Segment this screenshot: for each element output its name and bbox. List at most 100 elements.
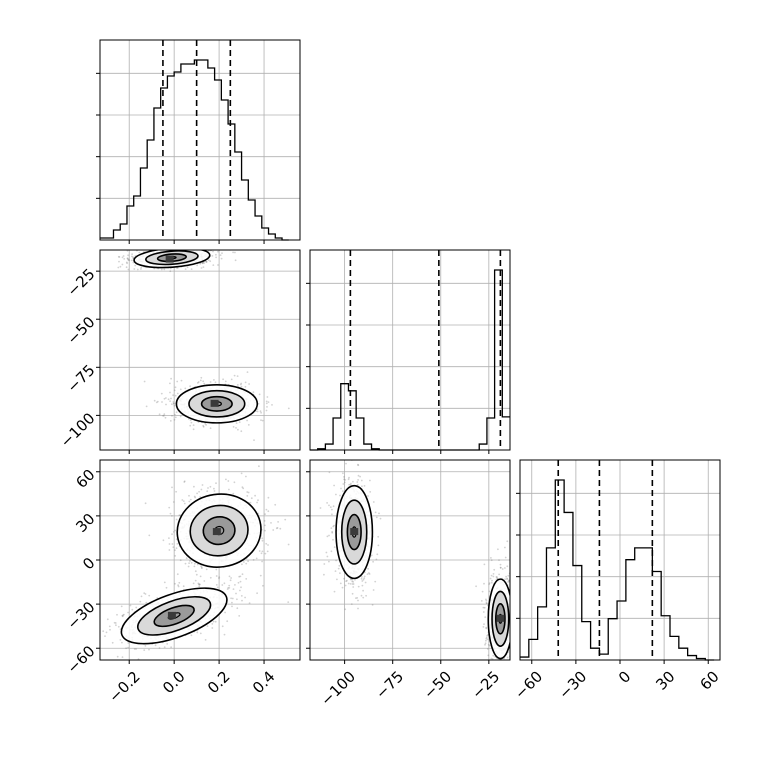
x-tick-label-p2: −75 xyxy=(372,668,407,703)
sample-point xyxy=(211,255,214,257)
sample-point xyxy=(511,648,513,650)
sample-point xyxy=(245,475,247,478)
sample-point xyxy=(215,568,218,571)
histogram-panel-p2 xyxy=(306,249,511,454)
sample-point xyxy=(362,589,364,592)
sample-point xyxy=(236,607,239,610)
sample-point xyxy=(195,573,198,576)
histogram-bar xyxy=(255,216,262,240)
sample-point xyxy=(331,508,333,511)
sample-point xyxy=(174,394,177,397)
density-peak xyxy=(496,614,505,622)
y-tick-label-p3: −60 xyxy=(63,642,98,677)
sample-point xyxy=(163,581,166,584)
sample-point xyxy=(513,612,515,614)
sample-point xyxy=(172,402,175,405)
sample-point xyxy=(243,561,245,563)
sample-point xyxy=(517,572,519,574)
sample-point xyxy=(491,658,494,660)
sample-point xyxy=(192,582,195,585)
sample-point xyxy=(209,381,212,383)
sample-point xyxy=(145,405,148,408)
sample-point xyxy=(219,254,222,256)
sample-point xyxy=(127,254,129,257)
sample-point xyxy=(512,608,514,610)
sample-point xyxy=(506,565,509,568)
sample-point xyxy=(197,583,200,586)
sample-point xyxy=(504,578,506,580)
contour-line xyxy=(176,493,262,568)
sample-point xyxy=(361,485,363,488)
sample-point xyxy=(117,625,120,628)
sample-point xyxy=(245,578,248,580)
sample-point xyxy=(263,520,266,522)
sample-point xyxy=(203,262,206,264)
sample-point xyxy=(244,385,247,388)
sample-point xyxy=(209,485,212,488)
x-tick-label-p3: −30 xyxy=(555,668,590,703)
sample-point xyxy=(267,510,270,513)
histogram-bar xyxy=(147,140,154,240)
sample-point xyxy=(363,575,366,578)
sample-point xyxy=(173,389,176,392)
sample-point xyxy=(158,647,161,649)
sample-point xyxy=(174,386,177,389)
sample-point xyxy=(507,660,509,662)
sample-point xyxy=(182,585,185,588)
sample-point xyxy=(287,601,290,603)
sample-point xyxy=(485,637,488,640)
sample-point xyxy=(512,649,514,651)
sample-point xyxy=(176,543,179,545)
histogram-panel-p3 xyxy=(516,459,721,664)
sample-point xyxy=(190,634,193,637)
contour-line xyxy=(175,384,259,424)
sample-point xyxy=(173,418,176,421)
sample-point xyxy=(194,579,197,582)
sample-point xyxy=(262,584,264,587)
sample-point xyxy=(343,476,345,478)
histogram-bar xyxy=(538,607,547,660)
sample-point xyxy=(169,400,172,402)
sample-point xyxy=(196,264,199,267)
sample-point xyxy=(168,549,171,551)
sample-point xyxy=(264,529,266,532)
sample-point xyxy=(372,501,375,503)
sample-point xyxy=(196,492,199,495)
sample-point xyxy=(113,621,116,624)
sample-point xyxy=(361,584,364,587)
sample-point xyxy=(490,559,493,562)
sample-point xyxy=(108,625,111,628)
sample-point xyxy=(339,494,341,497)
sample-point xyxy=(357,585,360,588)
sample-point xyxy=(342,490,344,492)
panel-frame xyxy=(99,249,301,451)
sample-point xyxy=(483,623,485,625)
y-tick-label-p2: −50 xyxy=(63,313,98,348)
sample-point xyxy=(331,513,333,516)
sample-point xyxy=(261,560,263,563)
sample-point xyxy=(122,614,124,616)
x-tick-label-p3: −60 xyxy=(511,668,546,703)
sample-point xyxy=(129,604,132,607)
sample-point xyxy=(506,578,508,580)
scatter-panel-p1-p2 xyxy=(96,247,301,454)
sample-point xyxy=(176,380,179,383)
sample-point xyxy=(135,648,138,650)
histogram-step-line xyxy=(100,59,289,241)
sample-point xyxy=(231,605,233,608)
sample-point xyxy=(332,505,335,508)
sample-point xyxy=(361,580,364,582)
sample-point xyxy=(348,476,350,479)
sample-point xyxy=(196,247,198,249)
x-tick-label-p2: −100 xyxy=(317,668,359,710)
sample-point xyxy=(184,268,187,270)
sample-point xyxy=(493,568,496,571)
sample-point xyxy=(266,396,269,398)
sample-point xyxy=(198,490,201,493)
sample-point xyxy=(267,401,270,403)
sample-point xyxy=(239,580,242,583)
contour-line xyxy=(120,587,228,645)
sample-point xyxy=(200,488,203,491)
sample-point xyxy=(326,502,328,504)
sample-point xyxy=(240,595,243,597)
